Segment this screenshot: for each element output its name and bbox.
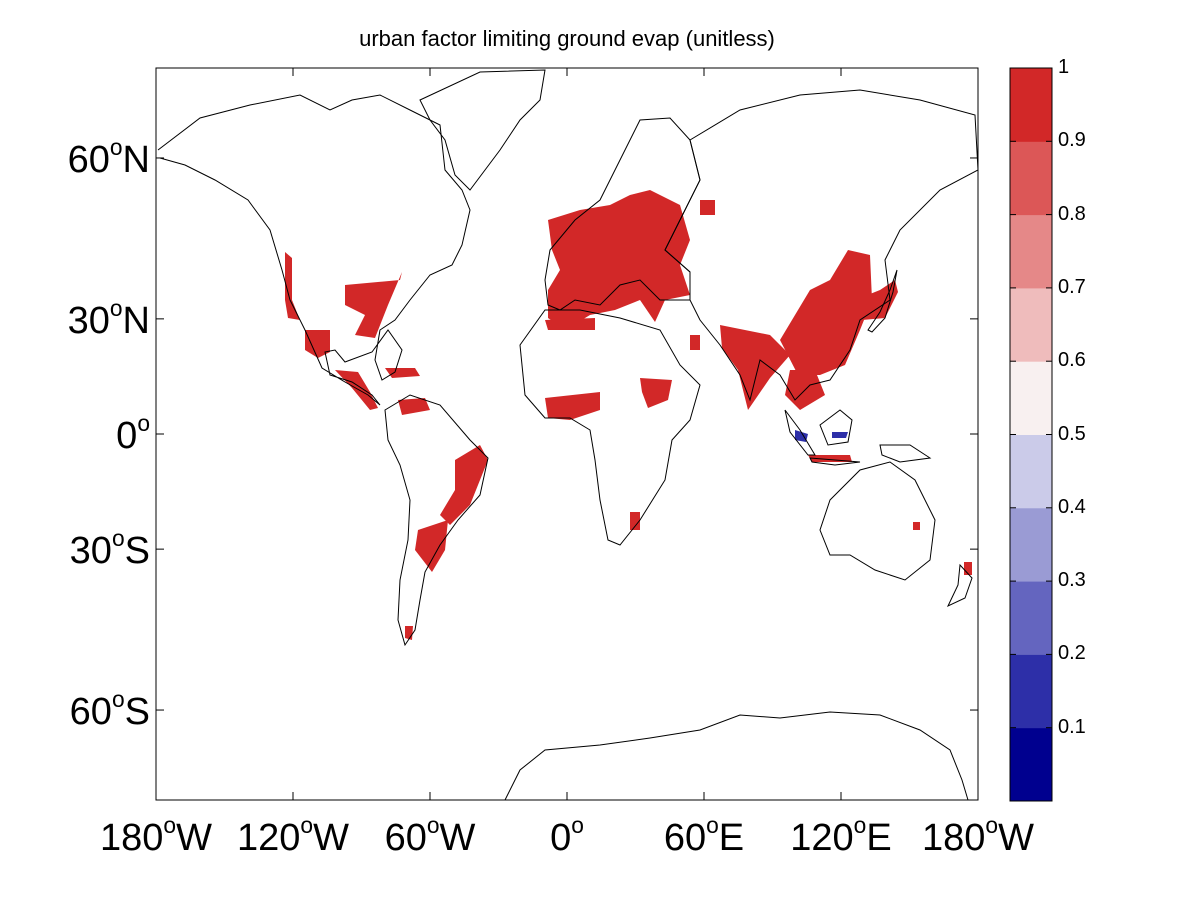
coastline [419, 69, 546, 191]
y-tick-label: 60oN [67, 133, 150, 182]
colorbar-segment [1010, 727, 1052, 802]
coastline [819, 461, 936, 581]
urban-region-sulawesi-low [832, 432, 848, 438]
coastline [157, 94, 471, 406]
urban-region-china [780, 250, 872, 375]
urban-region-western-us [285, 252, 300, 320]
coastline [664, 89, 979, 402]
colorbar-tick-label: 0.4 [1058, 495, 1086, 518]
colorbar-segment [1010, 507, 1052, 582]
urban-region-russia-west [700, 200, 715, 215]
x-tick-label: 120oW [237, 812, 349, 860]
colorbar-segment [1010, 287, 1052, 362]
urban-region-central-america [335, 370, 378, 410]
colorbar-tick-label: 0.8 [1058, 202, 1086, 225]
x-tick-label: 180oW [922, 812, 1034, 860]
x-tick-label: 60oE [663, 812, 745, 860]
coastline [867, 269, 898, 333]
y-tick-label: 30oN [67, 294, 150, 342]
colorbar-tick-label: 0.6 [1058, 349, 1086, 372]
urban-region-eastern-us [345, 272, 402, 338]
urban-region-venezuela [398, 398, 430, 415]
colorbar-segment [1010, 361, 1052, 435]
urban-region-south-africa [630, 512, 640, 530]
y-tick-label: 60oS [69, 686, 150, 734]
colorbar-segment [1010, 581, 1052, 655]
urban-region-west-africa [545, 392, 600, 420]
x-tick-label: 180oW [100, 812, 212, 860]
urban-region-caribbean [385, 368, 420, 378]
urban-region-east-africa [640, 378, 672, 408]
urban-region-north-africa [545, 318, 595, 330]
urban-fill-layer [285, 190, 972, 640]
colorbar-segment [1010, 654, 1052, 729]
y-tick-label: 30oS [69, 525, 150, 573]
x-tick-label: 120oE [790, 812, 892, 860]
map-title: urban factor limiting ground evap (unitl… [359, 26, 775, 51]
urban-region-middle-east [690, 335, 700, 350]
coastline [819, 409, 853, 446]
urban-region-southern-chile [405, 626, 413, 640]
urban-region-europe [548, 190, 690, 330]
colorbar-segment [1010, 68, 1052, 142]
urban-region-australia-east [913, 522, 920, 530]
map-frame [155, 67, 979, 801]
urban-region-mexico [305, 330, 330, 358]
colorbar-tick-label: 0.3 [1058, 569, 1086, 592]
coastline [879, 444, 932, 463]
coastline [809, 457, 861, 466]
coastline [784, 409, 816, 456]
colorbar-tick-label: 0.9 [1058, 129, 1086, 152]
colorbar-tick-label: 0.5 [1058, 422, 1086, 445]
y-tick-label: 0o [116, 410, 150, 458]
colorbar-segment [1010, 141, 1052, 216]
colorbar-tick-label: 0.1 [1058, 715, 1086, 738]
urban-region-brazil-southeast [440, 445, 488, 525]
urban-region-argentina [415, 520, 448, 572]
urban-region-sumatra-low [795, 430, 808, 442]
colorbar-tick-label: 0.2 [1058, 642, 1086, 665]
x-tick-label: 0o [550, 812, 584, 860]
x-tick-label: 60oW [384, 812, 476, 860]
colorbar-segment [1010, 434, 1052, 509]
axis-ticks [155, 68, 979, 800]
colorbar [1009, 67, 1053, 802]
colorbar-segment [1010, 214, 1052, 289]
coastline-layer [157, 69, 979, 801]
coastline [504, 711, 969, 801]
urban-region-india [720, 325, 790, 410]
coastline [519, 309, 701, 546]
coastline [384, 394, 489, 647]
coastline [946, 563, 973, 608]
colorbar-tick-label: 1 [1058, 56, 1070, 78]
colorbar-tick-label: 0.7 [1058, 275, 1086, 298]
